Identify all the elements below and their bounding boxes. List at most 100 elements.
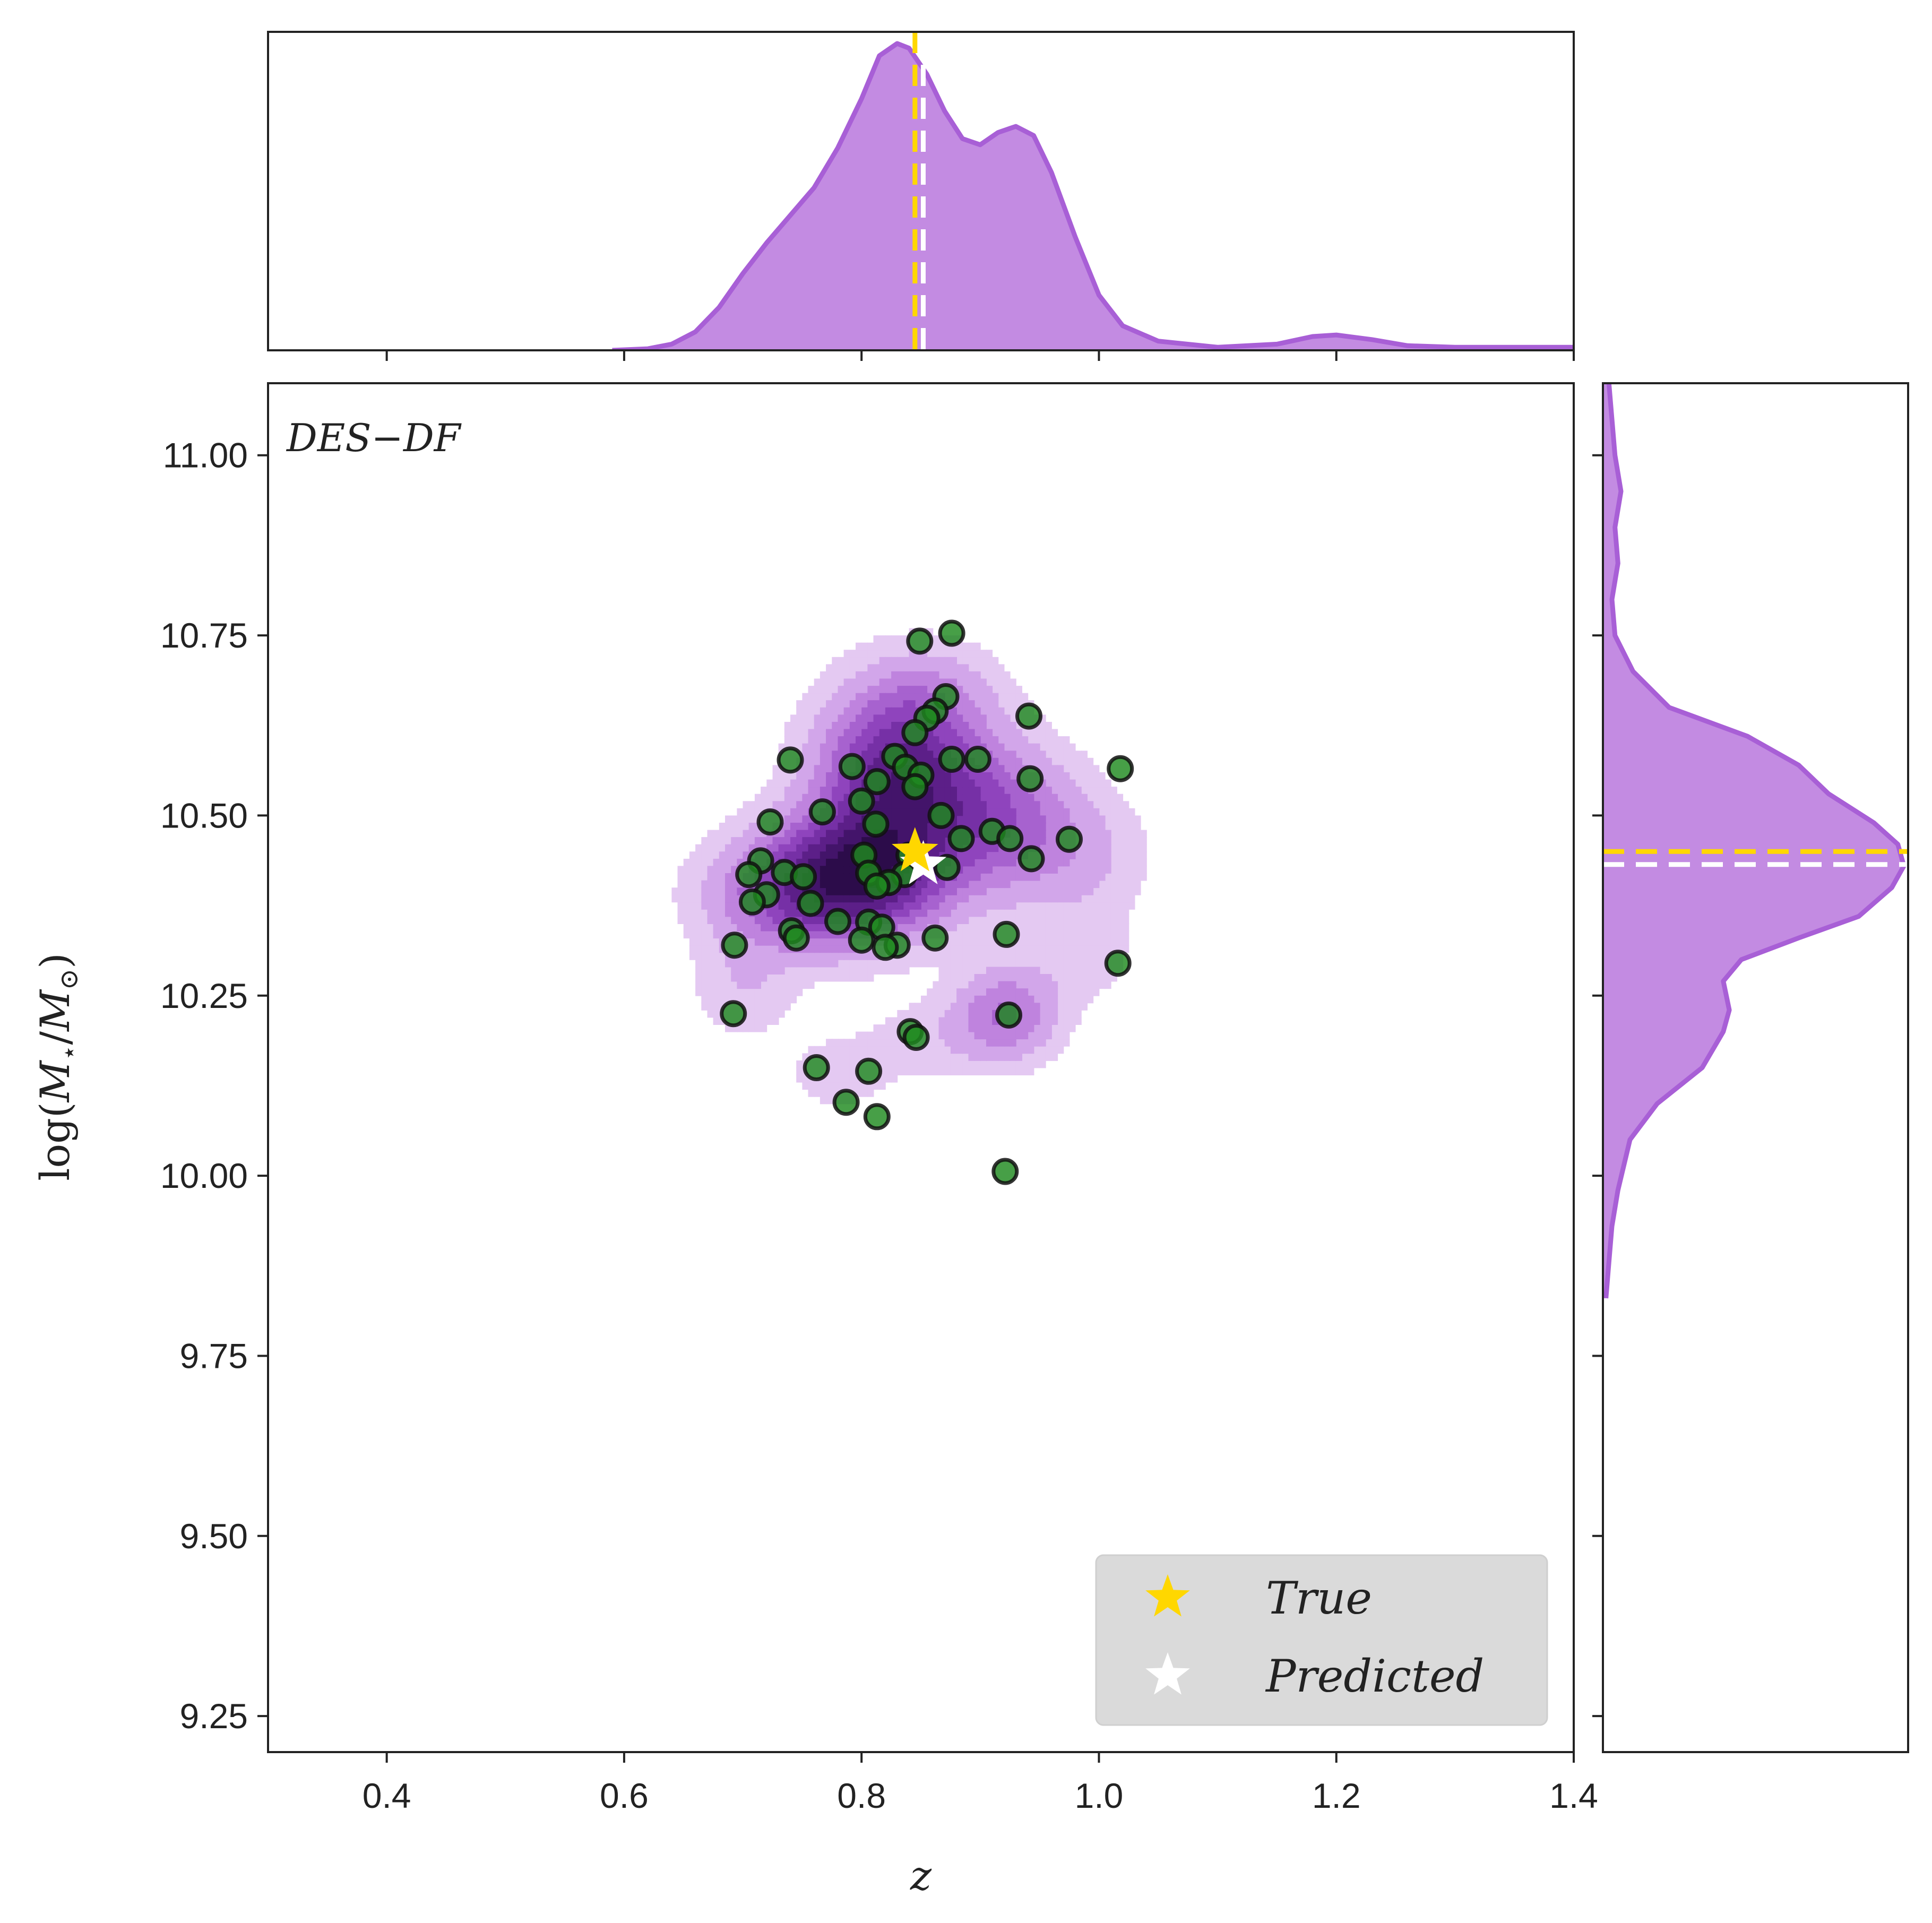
contour-cell <box>754 959 761 968</box>
contour-cell <box>974 988 981 996</box>
contour-cell <box>903 1067 910 1075</box>
contour-cell <box>677 873 684 881</box>
contour-cell <box>1057 988 1064 996</box>
contour-cell <box>861 657 868 665</box>
contour-cell <box>1039 1017 1046 1025</box>
contour-cell <box>1010 959 1016 968</box>
contour-cell <box>1057 930 1064 939</box>
contour-cell <box>1105 844 1111 852</box>
contour-cell <box>1057 794 1064 802</box>
contour-cell <box>950 1024 957 1032</box>
contour-cell <box>1039 909 1046 917</box>
contour-cell <box>671 894 678 903</box>
contour-cell <box>731 988 738 996</box>
contour-cell <box>766 1017 773 1025</box>
contour-cell <box>1081 894 1088 903</box>
contour-cell <box>784 772 791 780</box>
contour-cell <box>1075 1003 1082 1011</box>
contour-cell <box>784 779 791 788</box>
contour-cell <box>1057 924 1064 932</box>
contour-cell <box>778 974 785 982</box>
contour-cell <box>701 995 708 1004</box>
main-plot-area <box>671 619 1147 1185</box>
contour-cell <box>986 1067 993 1075</box>
contour-cell <box>1105 779 1111 788</box>
contour-cell <box>1033 1024 1040 1032</box>
contour-cell <box>950 650 957 658</box>
contour-cell <box>677 902 684 910</box>
contour-cell <box>677 916 684 924</box>
contour-cell <box>748 801 755 809</box>
contour-cell <box>1028 959 1034 968</box>
contour-cell <box>707 858 714 867</box>
contour-cell <box>1140 873 1147 881</box>
contour-cell <box>1105 930 1111 939</box>
contour-cell <box>1015 974 1022 982</box>
contour-cell <box>1105 909 1111 917</box>
contour-cell <box>743 830 749 838</box>
contour-cell <box>1063 1017 1070 1025</box>
contour-cell <box>1004 707 1011 715</box>
contour-cell <box>891 1067 898 1075</box>
contour-cell <box>701 938 708 946</box>
contour-cell <box>927 1067 934 1075</box>
contour-cell <box>843 1046 850 1054</box>
contour-cell <box>843 1053 850 1061</box>
contour-cell <box>1123 945 1129 953</box>
contour-cell <box>921 1060 928 1068</box>
contour-cell <box>980 650 987 658</box>
contour-cell <box>974 894 981 903</box>
contour-cell <box>933 1031 939 1040</box>
contour-cell <box>1063 880 1070 889</box>
contour-cell <box>927 1060 934 1068</box>
contour-cell <box>778 967 785 975</box>
contour-cell <box>754 1024 761 1032</box>
contour-cell <box>968 952 975 960</box>
contour-cell <box>713 1003 720 1011</box>
contour-cell <box>1069 945 1076 953</box>
contour-cell <box>980 924 987 932</box>
contour-cell <box>766 952 773 960</box>
contour-cell <box>784 959 791 968</box>
contour-cell <box>1117 866 1124 874</box>
contour-cell <box>867 952 874 960</box>
contour-cell <box>933 1003 939 1011</box>
contour-cell <box>707 902 714 910</box>
contour-cell <box>1022 924 1029 932</box>
contour-cell <box>748 974 755 982</box>
contour-cell <box>980 1067 987 1075</box>
contour-cell <box>1140 837 1147 845</box>
contour-cell <box>980 1060 987 1068</box>
contour-cell <box>856 642 862 651</box>
contour-cell <box>856 664 862 672</box>
contour-cell <box>968 916 975 924</box>
contour-cell <box>808 686 815 694</box>
contour-cell <box>1134 851 1141 859</box>
contour-cell <box>1051 945 1058 953</box>
contour-cell <box>814 693 821 701</box>
contour-cell <box>737 981 744 989</box>
contour-cell <box>1093 823 1100 831</box>
contour-cell <box>701 945 708 953</box>
contour-cell <box>909 945 916 953</box>
contour-cell <box>867 1089 874 1097</box>
contour-cell <box>1063 967 1070 975</box>
contour-cell <box>802 736 809 744</box>
contour-cell <box>1075 945 1082 953</box>
contour-cell <box>701 887 708 895</box>
contour-cell <box>962 1046 969 1054</box>
contour-cell <box>772 995 779 1004</box>
contour-cell <box>1022 894 1029 903</box>
contour-cell <box>1028 967 1034 975</box>
contour-cell <box>980 967 987 975</box>
contour-cell <box>891 635 898 643</box>
contour-cell <box>820 1082 826 1090</box>
contour-cell <box>1033 1031 1040 1040</box>
contour-cell <box>915 952 921 960</box>
contour-cell <box>1081 794 1088 802</box>
contour-cell <box>1022 981 1029 989</box>
contour-cell <box>992 657 999 665</box>
contour-cell <box>856 650 862 658</box>
contour-cell <box>677 909 684 917</box>
contour-cell <box>701 930 708 939</box>
